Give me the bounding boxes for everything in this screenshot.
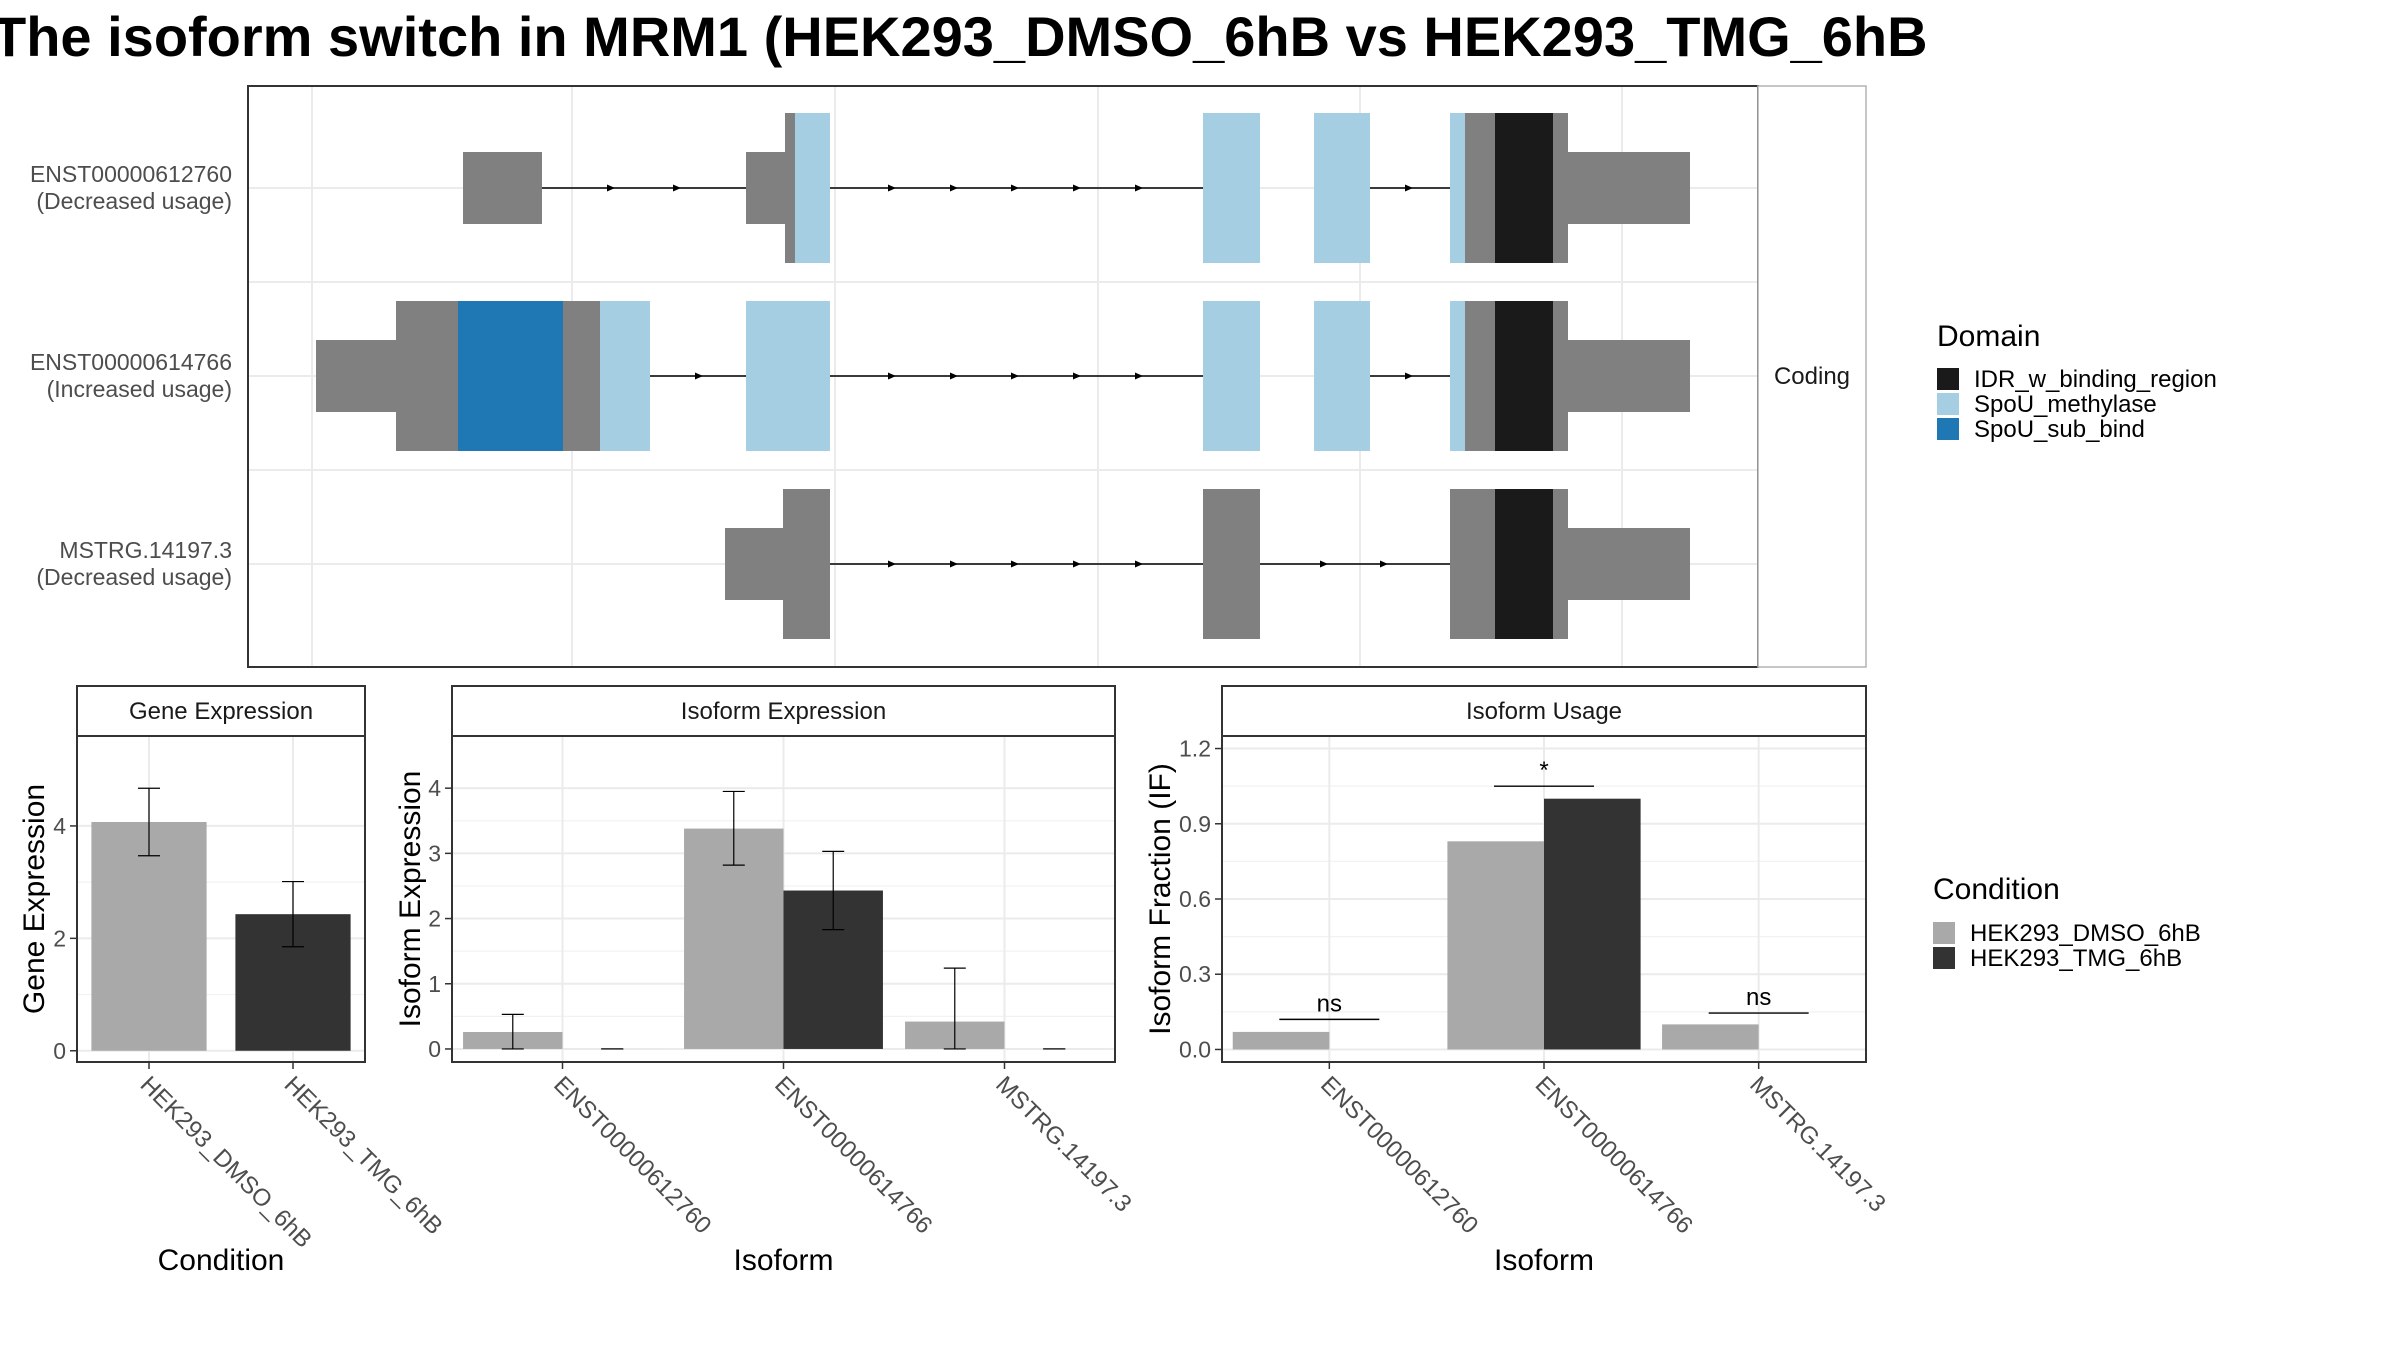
x-tick-label: ENST00000614766 (1530, 1071, 1698, 1239)
y-axis-title: Gene Expression (18, 784, 51, 1014)
transcript-usage-note: (Increased usage) (47, 376, 232, 402)
transcript-usage-note: (Decreased usage) (36, 188, 232, 214)
transcript-label: ENST00000614766 (30, 349, 232, 375)
coding-exon-block (1495, 113, 1553, 263)
y-axis-title: Isoform Fraction (IF) (1144, 763, 1177, 1035)
domain-legend-swatch (1937, 368, 1959, 390)
y-tick-label: 1.2 (1179, 736, 1211, 762)
domain-legend-label: SpoU_methylase (1974, 391, 2157, 418)
x-tick-label: ENST00000612760 (548, 1071, 716, 1239)
figure-title: The isoform switch in MRM1 (HEK293_DMSO_… (0, 5, 1928, 68)
condition-legend-label: HEK293_TMG_6hB (1970, 945, 2182, 972)
domain-legend-swatch (1937, 393, 1959, 415)
significance-label: ns (1746, 984, 1771, 1011)
domain-legend-title: Domain (1937, 320, 2040, 353)
facet-strip-title: Isoform Expression (681, 698, 886, 725)
transcript-label: ENST00000612760 (30, 161, 232, 187)
utr-exon-block (746, 152, 785, 224)
x-axis-title: Isoform (733, 1244, 833, 1277)
coding-exon-block (600, 301, 650, 451)
facet-strip-title: Gene Expression (129, 698, 313, 725)
coding-exon-block (1553, 113, 1568, 263)
coding-exon-block (1203, 113, 1260, 263)
bar (1233, 1032, 1330, 1050)
transcript-label: MSTRG.14197.3 (59, 537, 232, 563)
utr-exon-block (316, 340, 396, 412)
coding-exon-block (1553, 301, 1568, 451)
utr-exon-block (463, 152, 542, 224)
significance-label: ns (1317, 990, 1342, 1017)
coding-exon-block (1465, 301, 1495, 451)
y-tick-label: 0.0 (1179, 1036, 1211, 1062)
domain-legend-label: SpoU_sub_bind (1974, 416, 2145, 443)
y-tick-label: 2 (428, 906, 441, 932)
x-tick-label: HEK293_TMG_6hB (279, 1071, 448, 1240)
bar (1662, 1024, 1759, 1049)
y-tick-label: 1 (428, 971, 441, 997)
coding-exon-block (1450, 489, 1495, 639)
y-tick-label: 4 (428, 775, 441, 801)
coding-exon-block (1203, 301, 1260, 451)
y-tick-label: 3 (428, 840, 441, 866)
coding-exon-block (785, 113, 795, 263)
chart-0: Gene Expression024HEK293_DMSO_6hBHEK293_… (18, 686, 448, 1277)
transcript-usage-note: (Decreased usage) (36, 564, 232, 590)
y-tick-label: 0.6 (1179, 886, 1211, 912)
x-tick-label: ENST00000614766 (769, 1071, 937, 1239)
significance-label: * (1539, 757, 1548, 784)
coding-exon-block (1314, 113, 1370, 263)
x-tick-label: ENST00000612760 (1315, 1071, 1483, 1239)
y-tick-label: 4 (53, 813, 66, 839)
bar-charts: Gene Expression024HEK293_DMSO_6hBHEK293_… (18, 686, 1891, 1277)
transcript-structure-panel: ENST00000612760(Decreased usage)ENST0000… (30, 86, 1866, 667)
coding-exon-block (1465, 113, 1495, 263)
coding-exon-block (563, 301, 600, 451)
domain-legend-swatch (1937, 418, 1959, 440)
coding-exon-block (1495, 301, 1553, 451)
x-axis-title: Isoform (1494, 1244, 1594, 1277)
bar (1447, 841, 1544, 1049)
y-tick-label: 0 (428, 1036, 441, 1062)
facet-strip-title: Isoform Usage (1466, 698, 1622, 725)
coding-exon-block (1450, 113, 1465, 263)
x-tick-label: MSTRG.14197.3 (1744, 1071, 1890, 1217)
coding-exon-block (458, 301, 563, 451)
condition-legend-swatch (1933, 922, 1955, 944)
coding-exon-block (1203, 489, 1260, 639)
utr-exon-block (1568, 340, 1690, 412)
utr-exon-block (725, 528, 785, 600)
condition-legend-swatch (1933, 947, 1955, 969)
y-tick-label: 0 (53, 1038, 66, 1064)
coding-exon-block (1553, 489, 1568, 639)
y-axis-title: Isoform Expression (394, 771, 427, 1028)
y-tick-label: 2 (53, 925, 66, 951)
bar (1544, 799, 1641, 1050)
condition-legend-label: HEK293_DMSO_6hB (1970, 920, 2201, 947)
coding-exon-block (396, 301, 458, 451)
domain-legend-label: IDR_w_binding_region (1974, 366, 2217, 393)
chart-2: ns * ns Isoform Usage 0.0 0.3 0.6 0.9 1.2 ENST000… (1144, 686, 1891, 1277)
coding-exon-block (1314, 301, 1370, 451)
condition-legend-title: Condition (1933, 873, 2060, 906)
coding-exon-block (1450, 301, 1465, 451)
coding-strip-label: Coding (1774, 363, 1850, 390)
coding-exon-block (746, 301, 830, 451)
coding-exon-block (1495, 489, 1553, 639)
utr-exon-block (1568, 152, 1690, 224)
legends: Domain IDR_w_binding_regionSpoU_methylase… (1933, 320, 2217, 972)
y-tick-label: 0.3 (1179, 961, 1211, 987)
utr-exon-block (1568, 528, 1690, 600)
y-tick-label: 0.9 (1179, 811, 1211, 837)
x-tick-label: MSTRG.14197.3 (990, 1071, 1136, 1217)
coding-exon-block (783, 489, 830, 639)
x-axis-title: Condition (158, 1244, 285, 1277)
coding-exon-block (795, 113, 830, 263)
